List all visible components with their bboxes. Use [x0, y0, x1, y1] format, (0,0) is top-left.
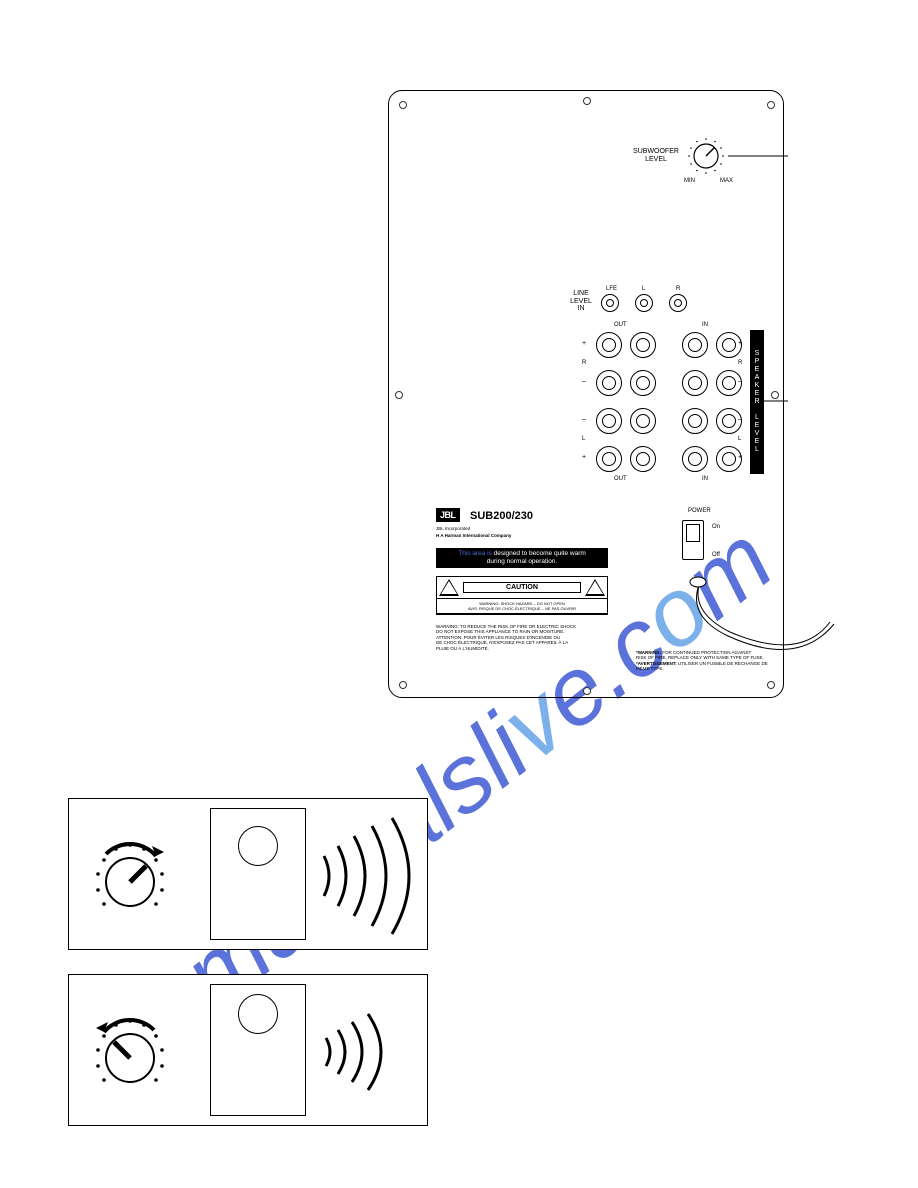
- binding-post[interactable]: [716, 446, 742, 472]
- warning-triangle-bolt-icon: [439, 579, 459, 596]
- in-label-top: IN: [702, 322, 708, 329]
- binding-post[interactable]: [596, 446, 622, 472]
- binding-post[interactable]: [682, 408, 708, 434]
- level-min-label: MIN: [684, 178, 695, 185]
- level-knob[interactable]: [684, 134, 728, 178]
- rca-jack-l[interactable]: [635, 294, 653, 312]
- power-cord: [640, 572, 840, 732]
- caution-box: CAUTION WARNING: SHOCK HAZARD – DO NOT O…: [436, 576, 608, 615]
- binding-post[interactable]: [682, 370, 708, 396]
- l-label: L: [738, 436, 741, 443]
- screw: [395, 391, 403, 399]
- sound-waves-loud-icon: [312, 814, 422, 938]
- binding-post[interactable]: [596, 370, 622, 396]
- out-label-top: OUT: [614, 322, 627, 329]
- binding-post[interactable]: [716, 408, 742, 434]
- screw: [767, 101, 775, 109]
- knob-turn-ccw-icon: [86, 1008, 174, 1100]
- speaker-driver-icon: [238, 994, 278, 1034]
- model-number: SUB200/230: [470, 510, 533, 522]
- binding-post[interactable]: [630, 408, 656, 434]
- warm-line1b: designed to become quite warm: [492, 550, 586, 557]
- screw: [399, 681, 407, 689]
- level-max-label: MAX: [720, 178, 733, 185]
- binding-post[interactable]: [630, 446, 656, 472]
- power-on-label: On: [712, 524, 720, 531]
- caution-block-text: WARNING: TO REDUCE THE RISK OF FIRE OR E…: [436, 624, 608, 651]
- power-off-label: Off: [712, 552, 720, 559]
- binding-post[interactable]: [630, 370, 656, 396]
- caution-title: CAUTION: [463, 582, 581, 593]
- binding-post[interactable]: [716, 332, 742, 358]
- screw: [583, 97, 591, 105]
- minus-label: –: [582, 416, 586, 424]
- out-label-bottom: OUT: [614, 476, 627, 483]
- line-in-l: L: [642, 286, 645, 293]
- power-label: POWER: [688, 508, 711, 515]
- plus-label: +: [582, 340, 586, 348]
- knob-turn-cw-icon: [86, 832, 174, 924]
- plus-label: +: [582, 454, 586, 462]
- power-switch[interactable]: [682, 520, 704, 560]
- binding-post[interactable]: [596, 332, 622, 358]
- warm-area-notice: This area is designed to become quite wa…: [436, 548, 608, 568]
- r-label: R: [582, 360, 586, 367]
- jbl-logo: JBL: [436, 508, 460, 522]
- company-line-1: JBL Incorporated: [436, 526, 470, 531]
- binding-post[interactable]: [596, 408, 622, 434]
- speaker-level-callout-line: [764, 400, 788, 402]
- screw: [771, 391, 779, 399]
- line-in-r: R: [676, 286, 680, 293]
- speaker-driver-icon: [238, 826, 278, 866]
- minus-label: –: [582, 378, 586, 386]
- caution-row2: WARNING: SHOCK HAZARD – DO NOT OPEN AVIS…: [437, 599, 607, 614]
- level-callout-line: [728, 155, 788, 157]
- rca-jack-r[interactable]: [669, 294, 687, 312]
- level-knob-label: SUBWOOFER LEVEL: [628, 148, 684, 163]
- binding-post[interactable]: [682, 332, 708, 358]
- sound-waves-quiet-icon: [316, 1002, 412, 1102]
- r-label: R: [738, 360, 742, 367]
- binding-post[interactable]: [630, 332, 656, 358]
- line-in-label: LINE LEVEL IN: [564, 290, 598, 313]
- in-label-bottom: IN: [702, 476, 708, 483]
- company-line-2: H A Harman International Company: [436, 533, 511, 538]
- binding-post[interactable]: [682, 446, 708, 472]
- screw: [583, 687, 591, 695]
- warning-triangle-exclaim-icon: [585, 579, 605, 596]
- line-in-lfe: LFE: [606, 286, 617, 293]
- l-label: L: [582, 436, 585, 443]
- warm-line2: during normal operation.: [487, 558, 557, 565]
- screw: [399, 101, 407, 109]
- speaker-level-strip: SPEAKER LEVEL: [750, 330, 764, 474]
- warm-line1a: This area is: [458, 550, 492, 557]
- binding-post[interactable]: [716, 370, 742, 396]
- rca-jack-lfe[interactable]: [601, 294, 619, 312]
